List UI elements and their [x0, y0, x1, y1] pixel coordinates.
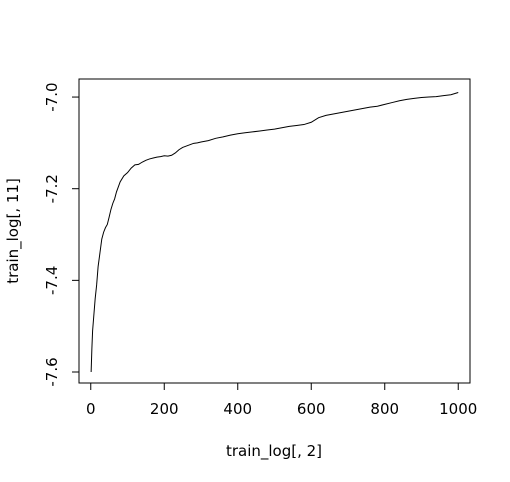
x-tick-label: 400	[223, 400, 252, 418]
y-tick-label: -7.4	[43, 266, 61, 295]
y-axis: -7.6 -7.4 -7.2 -7.0	[43, 82, 80, 387]
x-tick-label: 800	[370, 400, 399, 418]
y-tick-label: -7.2	[43, 174, 61, 203]
x-tick-label: 600	[297, 400, 326, 418]
y-axis-label: train_log[, 11]	[4, 178, 23, 284]
x-axis: 0 200 400 600 800 1000	[86, 382, 477, 418]
y-tick-label: -7.0	[43, 82, 61, 111]
x-tick-label: 1000	[439, 400, 477, 418]
x-tick-label: 0	[86, 400, 96, 418]
plot-frame	[78, 78, 471, 384]
x-axis-label: train_log[, 2]	[226, 442, 322, 461]
x-tick-label: 200	[150, 400, 179, 418]
series-line	[90, 91, 459, 373]
y-tick-label: -7.6	[43, 357, 61, 386]
